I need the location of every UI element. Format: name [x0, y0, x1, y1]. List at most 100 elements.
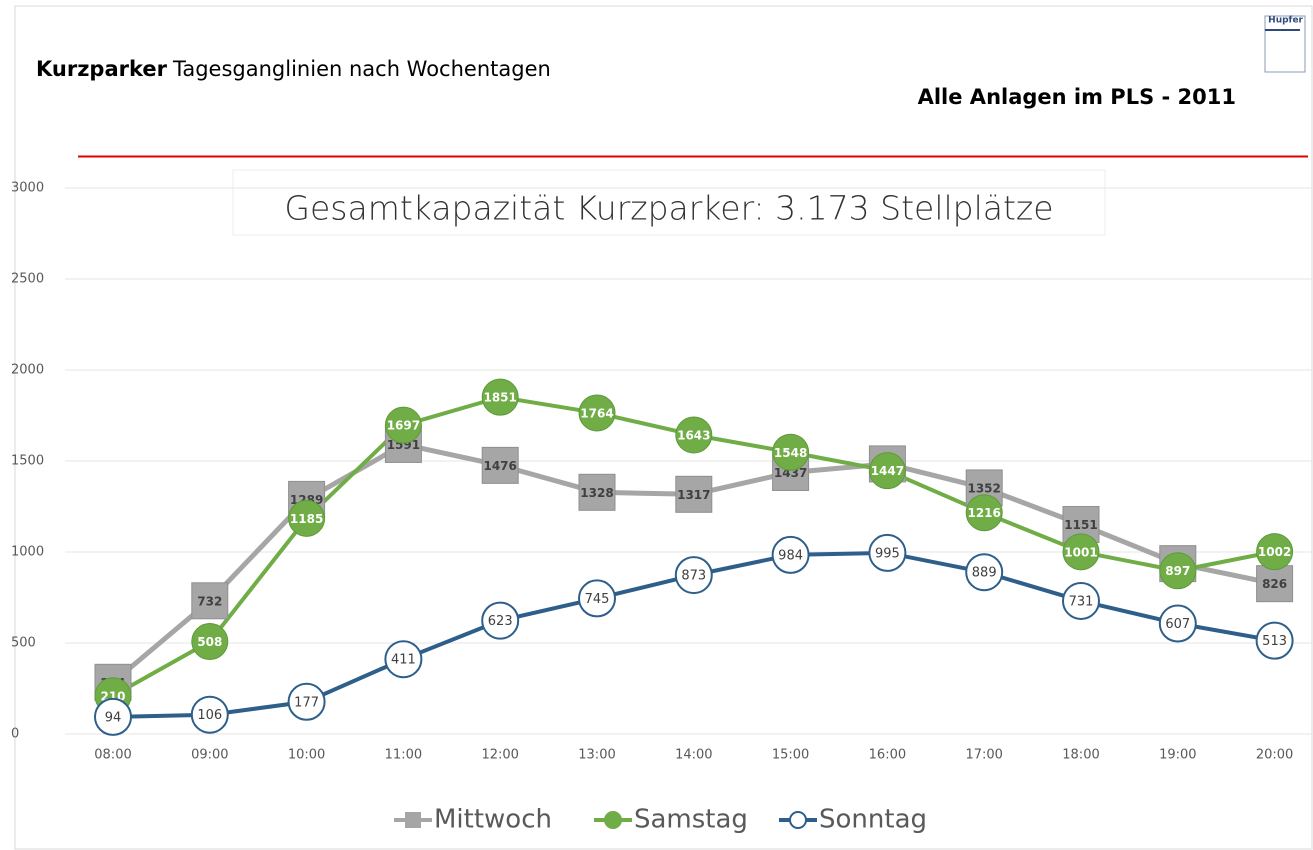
legend-label: Sonntag: [819, 805, 927, 835]
data-label: 1548: [774, 446, 807, 460]
data-label: 826: [1262, 577, 1287, 591]
x-tick-label: 08:00: [94, 748, 131, 763]
data-label: 1437: [774, 466, 807, 480]
legend-marker: [604, 811, 622, 829]
logo-text: Hupfer: [1268, 16, 1303, 26]
x-tick-label: 20:00: [1256, 748, 1293, 763]
data-label: 1476: [483, 459, 516, 473]
marker: [771, 535, 810, 574]
y-tick-label: 0: [11, 727, 19, 742]
x-tick-label: 13:00: [578, 748, 615, 763]
title-bold: Kurzparker: [36, 57, 168, 81]
marker: [481, 601, 520, 640]
logo-frame: [1264, 15, 1306, 73]
y-tick-label: 1000: [11, 545, 44, 560]
marker: [190, 695, 229, 734]
data-label: 995: [875, 546, 900, 561]
data-label: 411: [391, 653, 416, 668]
marker: [384, 406, 422, 444]
data-label: 1317: [677, 488, 710, 502]
data-label: 1447: [871, 464, 904, 478]
marker: [481, 446, 519, 484]
annotation-box: [232, 169, 1106, 236]
x-tick-label: 14:00: [675, 748, 712, 763]
data-label: 106: [197, 708, 222, 723]
x-tick-label: 12:00: [481, 748, 518, 763]
marker: [674, 556, 713, 595]
marker: [965, 494, 1003, 532]
data-label: 732: [197, 594, 222, 608]
title-rest: Tagesganglinien nach Wochentagen: [172, 57, 551, 81]
data-label: 177: [294, 695, 319, 710]
marker: [578, 473, 616, 511]
data-label: 1697: [387, 419, 420, 433]
x-tick-label: 16:00: [869, 748, 906, 763]
data-label: 1151: [1064, 518, 1097, 532]
marker: [965, 553, 1004, 592]
marker: [1062, 533, 1100, 571]
marker: [772, 433, 810, 471]
legend-label: Mittwoch: [434, 805, 552, 835]
data-label: 1002: [1258, 545, 1291, 559]
data-label: 1851: [483, 391, 516, 405]
marker: [1256, 533, 1294, 571]
marker: [675, 475, 713, 513]
marker: [94, 697, 132, 736]
data-label: 1185: [290, 512, 323, 526]
data-label: 513: [1262, 634, 1287, 649]
marker: [868, 452, 906, 490]
data-label: 607: [1165, 617, 1190, 632]
marker: [1255, 621, 1294, 660]
x-tick-label: 18:00: [1062, 748, 1099, 763]
x-tick-label: 10:00: [288, 748, 325, 763]
marker: [1256, 565, 1294, 603]
marker: [191, 582, 229, 620]
data-label: 1001: [1064, 545, 1097, 559]
marker: [578, 579, 616, 618]
data-label: 623: [488, 614, 513, 629]
y-tick-label: 500: [11, 636, 36, 651]
marker: [191, 623, 229, 661]
y-tick-label: 2500: [11, 272, 44, 287]
data-label: 94: [105, 710, 122, 725]
marker: [578, 394, 616, 432]
marker: [288, 499, 326, 537]
marker: [1159, 552, 1197, 590]
data-label: 1643: [677, 428, 710, 442]
legend-marker: [405, 812, 421, 828]
data-label: 1764: [580, 406, 613, 420]
marker: [1158, 604, 1197, 643]
logo: Hupfer: [1264, 15, 1306, 73]
annotation: Gesamtkapazität Kurzparker: 3.173 Stellp…: [284, 189, 1053, 228]
y-tick-label: 2000: [11, 363, 44, 378]
data-label: 508: [197, 635, 222, 649]
marker: [384, 640, 423, 679]
x-tick-label: 15:00: [772, 748, 809, 763]
legend-marker: [789, 811, 807, 829]
data-label: 1328: [580, 486, 613, 500]
data-label: 984: [778, 548, 803, 563]
plot-area: 0 500 1000 1500 2000 2500 3000 08:00 09:00 10:00 1…: [11, 155, 1312, 763]
x-tick-label: 11:00: [385, 748, 422, 763]
data-label: 745: [585, 592, 610, 607]
data-label: 889: [972, 566, 997, 581]
y-tick-label: 3000: [11, 181, 44, 196]
title: Kurzparker Tagesganglinien nach Wochentag…: [36, 57, 551, 81]
y-tick-label: 1500: [11, 454, 44, 469]
x-tick-label: 19:00: [1159, 748, 1196, 763]
x-tick-label: 09:00: [191, 748, 228, 763]
data-label: 897: [1165, 564, 1190, 578]
marker: [868, 533, 907, 572]
data-label: 1352: [967, 481, 1000, 495]
marker: [481, 378, 519, 416]
data-label: 873: [681, 569, 706, 584]
data-label: 731: [1069, 594, 1094, 609]
marker: [675, 416, 713, 454]
legend: Mittwoch Samstag Sonntag: [394, 805, 927, 835]
data-label: 1216: [967, 506, 1000, 520]
marker: [1062, 581, 1100, 620]
marker: [287, 682, 326, 721]
legend-label: Samstag: [634, 805, 748, 835]
subtitle-right: Alle Anlagen im PLS - 2011: [918, 85, 1236, 109]
